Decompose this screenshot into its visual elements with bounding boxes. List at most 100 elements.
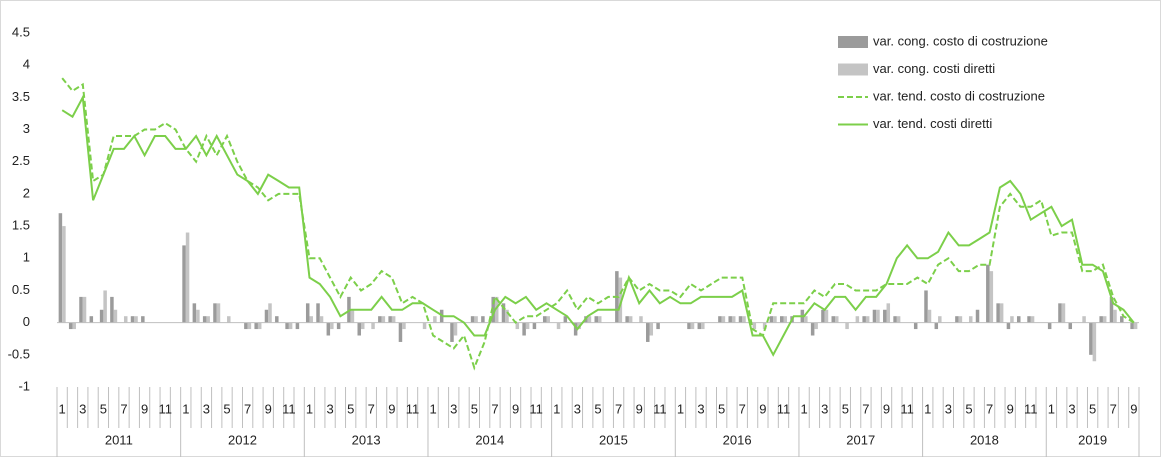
y-tick-label: 4.5 (12, 24, 30, 39)
group-label: 2017 (846, 432, 875, 447)
bar (927, 309, 932, 323)
y-tick-label: 3 (23, 121, 30, 136)
bar (738, 316, 743, 323)
x-tick-label: 9 (759, 401, 766, 416)
bar (275, 316, 279, 323)
bar (494, 296, 499, 323)
group-label: 2015 (599, 432, 628, 447)
bar (522, 322, 526, 336)
bar (598, 316, 602, 323)
x-tick-label: 7 (368, 401, 375, 416)
bar (68, 322, 73, 330)
bar (824, 309, 829, 323)
x-tick-label: 11 (406, 401, 420, 416)
x-tick-label: 3 (450, 401, 457, 416)
bar (501, 303, 506, 323)
bar (986, 264, 990, 323)
x-tick-label: 5 (965, 401, 972, 416)
bar (556, 322, 561, 330)
bar (336, 322, 341, 330)
bar (835, 316, 839, 323)
bar (968, 316, 973, 323)
x-tick-label: 1 (182, 401, 189, 416)
bar (505, 309, 509, 323)
bar (474, 316, 478, 323)
bar (381, 316, 386, 323)
bar (546, 316, 550, 323)
bar (1068, 322, 1073, 330)
x-tick-label: 7 (739, 401, 746, 416)
bar (1099, 316, 1103, 323)
bar (254, 322, 258, 330)
bar (628, 316, 633, 323)
bar (814, 322, 818, 330)
x-tick-label: 5 (1089, 401, 1096, 416)
bar (886, 303, 891, 323)
bar (958, 316, 963, 323)
bar (821, 309, 825, 323)
bar (845, 322, 849, 330)
group-label: 2012 (228, 432, 257, 447)
bar (72, 322, 76, 330)
legend-swatch (838, 36, 868, 48)
bar (646, 322, 650, 342)
line (61, 77, 1135, 371)
x-tick-label: 9 (265, 401, 272, 416)
bar (938, 316, 942, 323)
x-tick-label: 1 (1048, 401, 1055, 416)
bar (450, 322, 454, 342)
x-tick-label: 11 (777, 401, 791, 416)
x-tick-label: 11 (1024, 401, 1038, 416)
bar (89, 316, 94, 323)
bar (110, 296, 114, 323)
bar (357, 322, 361, 336)
bar (388, 316, 392, 323)
x-tick-label: 7 (1110, 401, 1117, 416)
bar (141, 316, 145, 323)
y-tick-label: 4 (23, 57, 30, 72)
bar (1082, 316, 1086, 323)
x-tick-label: 1 (800, 401, 807, 416)
bar (491, 296, 495, 323)
bar (742, 316, 746, 323)
group-label: 2016 (723, 432, 752, 447)
x-tick-label: 5 (100, 401, 107, 416)
bar (762, 322, 767, 330)
x-tick-label: 11 (158, 401, 172, 416)
bar (422, 322, 427, 330)
bar (319, 316, 324, 323)
bar (285, 322, 289, 330)
bar (134, 316, 138, 323)
bar (955, 316, 959, 323)
bar (831, 316, 836, 323)
x-tick-label: 1 (677, 401, 684, 416)
bar (587, 316, 592, 323)
bar (1030, 316, 1035, 323)
y-tick-label: 0 (23, 314, 30, 329)
x-tick-label: 5 (718, 401, 725, 416)
bar (810, 322, 815, 336)
bar (202, 316, 207, 323)
bar (855, 316, 860, 323)
x-tick-label: 11 (653, 401, 667, 416)
bar (79, 296, 83, 323)
bar (1061, 303, 1066, 323)
bar (862, 316, 866, 323)
bar (989, 271, 994, 323)
bar (402, 322, 406, 330)
bar (996, 303, 1000, 323)
x-tick-label: 5 (594, 401, 601, 416)
x-tick-label: 11 (529, 401, 543, 416)
bar (731, 316, 736, 323)
group-label: 2018 (970, 432, 999, 447)
bar (1047, 322, 1052, 330)
bar (594, 316, 598, 323)
x-tick-label: 1 (59, 401, 66, 416)
y-tick-label: -1 (18, 378, 30, 393)
y-tick-label: 1 (23, 250, 30, 265)
bar (913, 322, 918, 330)
bar (573, 322, 578, 336)
y-tick-label: 0.5 (12, 282, 30, 297)
bar (481, 316, 485, 323)
